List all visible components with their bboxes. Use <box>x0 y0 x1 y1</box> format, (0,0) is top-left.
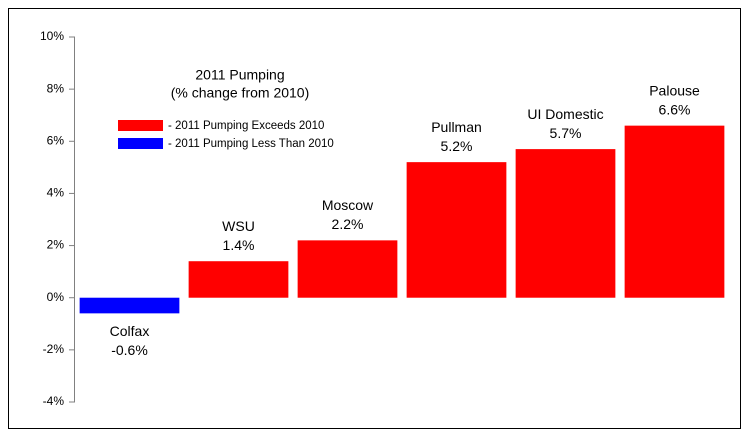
bar <box>297 240 398 298</box>
value-label: 1.4% <box>223 237 255 253</box>
chart-frame <box>8 8 741 429</box>
value-label: 2.2% <box>332 216 364 232</box>
category-label: Palouse <box>649 82 700 98</box>
value-label: 5.2% <box>441 138 473 154</box>
y-tick-label: 8% <box>47 81 65 95</box>
bar <box>406 162 507 298</box>
category-label: Pullman <box>431 119 482 135</box>
y-tick-label: 6% <box>47 133 65 147</box>
legend-label: - 2011 Pumping Less Than 2010 <box>168 138 334 150</box>
bar <box>515 149 616 298</box>
y-tick-label: 2% <box>47 238 65 252</box>
bar <box>188 261 289 298</box>
value-label: 6.6% <box>659 101 691 117</box>
bar <box>79 297 180 314</box>
legend-label: - 2011 Pumping Exceeds 2010 <box>168 120 324 132</box>
bar <box>624 125 725 298</box>
category-label: Moscow <box>322 197 374 213</box>
category-label: WSU <box>222 218 255 234</box>
legend-swatch <box>118 138 163 149</box>
y-tick-label: 10% <box>40 29 64 43</box>
y-tick-label: -4% <box>43 394 65 408</box>
category-label: UI Domestic <box>527 106 603 122</box>
category-label: Colfax <box>110 323 150 339</box>
y-tick-label: -2% <box>43 342 65 356</box>
chart-subtitle: (% change from 2010) <box>171 85 310 101</box>
value-label: -0.6% <box>111 342 148 358</box>
legend-swatch <box>118 120 163 131</box>
chart-title: 2011 Pumping <box>195 67 284 83</box>
y-tick-label: 0% <box>47 290 65 304</box>
value-label: 5.7% <box>550 125 582 141</box>
y-tick-label: 4% <box>47 186 65 200</box>
